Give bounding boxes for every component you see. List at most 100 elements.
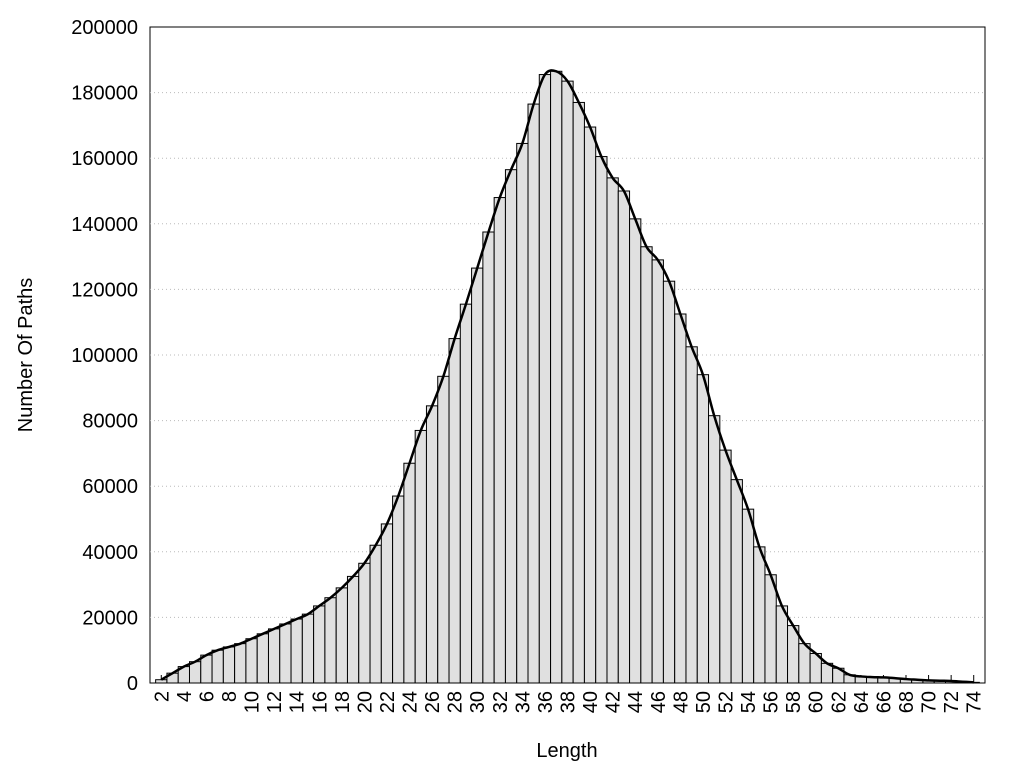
y-tick-label: 100000 — [71, 345, 138, 367]
bar — [595, 156, 608, 684]
x-tick-label: 58 — [783, 691, 805, 713]
y-tick-label: 80000 — [82, 411, 138, 433]
y-tick-label: 20000 — [82, 607, 138, 629]
x-tick-label: 50 — [693, 691, 715, 713]
x-tick-label: 72 — [941, 691, 963, 713]
x-tick-label: 34 — [512, 691, 534, 713]
y-tick-label: 40000 — [82, 542, 138, 564]
x-tick-label: 20 — [354, 691, 376, 713]
bar — [741, 508, 755, 684]
x-tick-label: 60 — [806, 691, 828, 713]
bar — [798, 643, 811, 684]
x-tick-label: 26 — [422, 691, 444, 713]
x-tick-label: 32 — [490, 691, 512, 713]
bar — [301, 613, 315, 684]
x-tick-label: 10 — [242, 691, 264, 713]
x-tick-label: 22 — [377, 691, 399, 713]
bar — [583, 126, 597, 684]
bar — [730, 479, 743, 684]
x-tick-label: 66 — [873, 691, 895, 713]
bar — [188, 661, 202, 684]
x-tick-label: 46 — [648, 691, 670, 713]
bar — [527, 103, 540, 684]
x-tick-label: 2 — [151, 691, 173, 702]
x-tick-label: 62 — [828, 691, 850, 713]
bar — [290, 618, 303, 684]
x-tick-label: 68 — [896, 691, 918, 713]
bar — [211, 649, 224, 684]
bar — [685, 346, 698, 684]
bar — [324, 597, 337, 684]
bar — [380, 523, 394, 684]
bar — [448, 338, 461, 684]
x-tick-label: 8 — [219, 691, 241, 702]
bar — [719, 449, 732, 684]
y-tick-label: 0 — [127, 673, 138, 695]
bar — [279, 623, 292, 684]
x-tick-label: 56 — [761, 691, 783, 713]
bar — [572, 101, 585, 684]
y-tick-label: 120000 — [71, 279, 138, 301]
x-tick-label: 52 — [715, 691, 737, 713]
x-tick-label: 42 — [603, 691, 625, 713]
y-tick-label: 60000 — [82, 476, 138, 498]
bar — [471, 267, 484, 684]
bar — [403, 462, 416, 684]
bar — [516, 142, 529, 684]
bar — [493, 197, 506, 684]
bar — [753, 546, 766, 684]
x-tick-label: 18 — [332, 691, 354, 713]
x-tick-label: 38 — [558, 691, 580, 713]
bar — [155, 679, 168, 684]
smooth-line — [160, 69, 974, 684]
bar — [629, 218, 642, 684]
bar — [358, 562, 371, 684]
bar — [708, 415, 721, 684]
x-axis-title: Length — [536, 740, 597, 762]
y-tick-label: 200000 — [71, 17, 138, 39]
x-tick-label: 12 — [264, 691, 286, 713]
bar — [459, 303, 473, 684]
bar — [764, 574, 777, 684]
x-tick-label: 48 — [670, 691, 692, 713]
x-tick-label: 54 — [738, 691, 760, 713]
bar — [437, 375, 450, 684]
bar — [414, 429, 427, 684]
y-tick-label: 160000 — [71, 148, 138, 170]
bar — [222, 646, 236, 684]
x-tick-label: 16 — [309, 691, 331, 713]
x-tick-label: 6 — [196, 691, 218, 702]
bar — [561, 80, 574, 684]
bar — [538, 74, 552, 684]
bar — [369, 544, 382, 684]
y-tick-label: 180000 — [71, 83, 138, 105]
bar — [640, 246, 653, 684]
bar — [234, 643, 247, 684]
bar — [696, 374, 710, 684]
x-tick-label: 64 — [851, 691, 873, 713]
bar — [775, 605, 789, 684]
x-tick-label: 28 — [445, 691, 467, 713]
bar — [504, 169, 518, 684]
x-tick-label: 14 — [287, 691, 309, 713]
x-tick-label: 36 — [535, 691, 557, 713]
x-tick-label: 74 — [964, 691, 986, 713]
bar — [651, 259, 664, 684]
bar — [425, 405, 439, 684]
bar — [617, 190, 631, 684]
x-tick-label: 44 — [625, 691, 647, 713]
bar — [674, 313, 687, 684]
bar — [392, 495, 405, 684]
bar — [606, 177, 619, 684]
x-tick-label: 30 — [467, 691, 489, 713]
x-tick-label: 40 — [580, 691, 602, 713]
x-tick-label: 70 — [919, 691, 941, 713]
bar — [346, 575, 360, 684]
x-tick-label: 4 — [174, 691, 196, 702]
bar — [335, 587, 348, 684]
bar — [482, 231, 495, 684]
bar — [256, 633, 269, 684]
bar — [662, 280, 676, 684]
y-axis-title: Number Of Paths — [15, 278, 37, 433]
